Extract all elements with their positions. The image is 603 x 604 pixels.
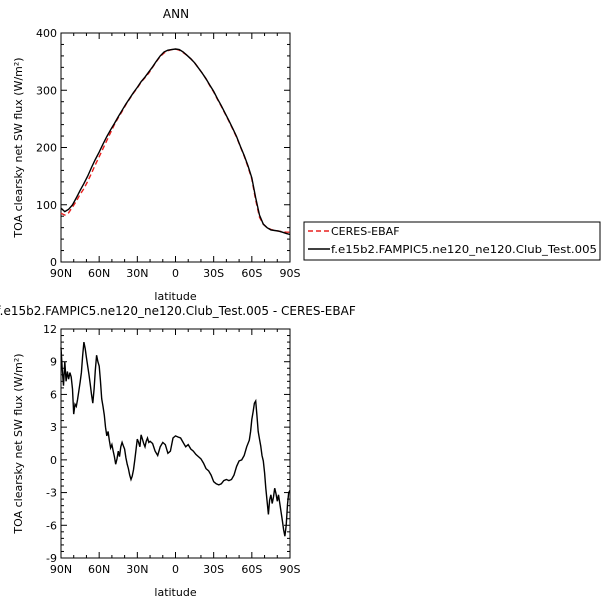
bottom-x-tick-label: 30S (203, 563, 224, 576)
top-panel: ANN 0 100 200 300 400 90N 60N 30N 0 30S 60S 90S TO… (12, 7, 601, 303)
bottom-y-tick-label: 3 (50, 421, 57, 434)
bottom-y-tick-label: 9 (50, 356, 57, 369)
series-line-ceres-ebaf (60, 48, 290, 233)
top-y-tick-label: 100 (36, 199, 57, 212)
top-x-tick-label: 60S (241, 267, 262, 280)
legend-label-model: f.e15b2.FAMPIC5.ne120_ne120.Club_Test.00… (331, 243, 597, 256)
legend: CERES-EBAF f.e15b2.FAMPIC5.ne120_ne120.C… (303, 221, 601, 261)
top-x-tick-label: 60N (88, 267, 110, 280)
top-x-ticks: 90N 60N 30N 0 30S 60S 90S (50, 33, 301, 280)
bottom-y-ticks: -9 -6 -3 0 3 6 9 12 (43, 323, 290, 565)
bottom-x-ticks: 90N 60N 30N 0 30S 60S 90S (50, 329, 301, 576)
legend-label-ceres-ebaf: CERES-EBAF (331, 225, 400, 238)
top-plot-frame (60, 32, 291, 263)
top-x-tick-label: 30S (203, 267, 224, 280)
difference-line (60, 341, 291, 537)
top-series-lines (60, 48, 291, 236)
bottom-y-axis-label: TOA clearsky net SW flux (W/m²) (12, 353, 25, 534)
top-x-tick-label: 90S (280, 267, 301, 280)
top-title: ANN (163, 7, 189, 21)
bottom-y-tick-label: 12 (43, 323, 57, 336)
bottom-x-tick-label: 60S (241, 563, 262, 576)
bottom-y-tick-label: -6 (46, 519, 57, 532)
bottom-title: f.e15b2.FAMPIC5.ne120_ne120.Club_Test.00… (0, 304, 356, 318)
bottom-y-tick-label: -3 (46, 487, 57, 500)
bottom-x-tick-label: 90N (50, 563, 72, 576)
top-y-ticks: 0 100 200 300 400 (36, 27, 290, 269)
bottom-x-tick-label: 0 (172, 563, 179, 576)
top-y-axis-label: TOA clearsky net SW flux (W/m²) (12, 57, 25, 238)
top-y-tick-label: 300 (36, 84, 57, 97)
top-x-tick-label: 30N (126, 267, 148, 280)
bottom-y-tick-label: 6 (50, 388, 57, 401)
top-y-tick-label: 200 (36, 142, 57, 155)
bottom-y-tick-label: 0 (50, 454, 57, 467)
legend-box (303, 221, 601, 261)
top-y-tick-label: 0 (50, 256, 57, 269)
series-line-model (60, 48, 291, 236)
top-x-tick-label: 90N (50, 267, 72, 280)
top-y-tick-label: 400 (36, 27, 57, 40)
bottom-x-tick-label: 90S (280, 563, 301, 576)
bottom-panel: f.e15b2.FAMPIC5.ne120_ne120.Club_Test.00… (0, 304, 356, 599)
bottom-x-axis-label: latitude (154, 586, 196, 599)
top-x-axis-label: latitude (154, 290, 196, 303)
bottom-x-tick-label: 60N (88, 563, 110, 576)
bottom-x-tick-label: 30N (126, 563, 148, 576)
bottom-y-tick-label: -9 (46, 552, 57, 565)
top-x-tick-label: 0 (172, 267, 179, 280)
